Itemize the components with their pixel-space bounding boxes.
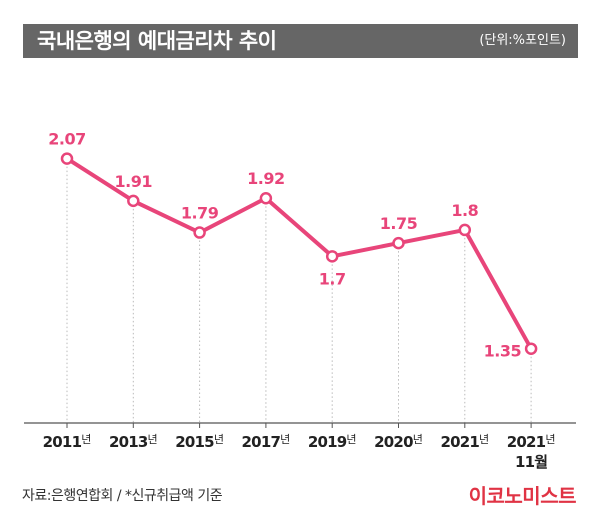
- data-points: [60, 152, 538, 355]
- data-point: [193, 226, 206, 239]
- data-label: 1.7: [319, 269, 346, 288]
- data-label: 1.91: [115, 172, 153, 191]
- data-label: 1.92: [247, 169, 284, 188]
- x-tick-label: 2019년: [308, 433, 357, 451]
- data-label: 1.75: [380, 214, 418, 233]
- data-labels: 2.07 1.91 1.79 1.92 1.7 1.75 1.8 1.35: [48, 130, 522, 361]
- data-point: [392, 236, 405, 250]
- data-point: [127, 194, 140, 208]
- x-tick-label: 2020년: [374, 433, 423, 451]
- grid-lines: [66, 158, 532, 423]
- x-tick-label: 2011년: [43, 433, 92, 451]
- data-label: 1.8: [451, 201, 478, 220]
- data-point: [458, 223, 472, 237]
- data-label: 1.35: [484, 342, 522, 361]
- source-note: 자료:은행연합회 / *신규취급액 기준: [22, 488, 223, 504]
- data-point: [325, 250, 339, 263]
- chart-title: 국내은행의 예대금리차 추이: [37, 29, 277, 53]
- x-tick-label-line2: 11월: [515, 453, 547, 471]
- x-tick-label: 2021년: [507, 433, 556, 451]
- x-tick-label: 2013년: [109, 433, 158, 451]
- data-point: [524, 342, 538, 355]
- data-label: 2.07: [48, 130, 85, 149]
- series-line: [65, 156, 534, 351]
- x-tick-label: 2021년: [440, 433, 489, 451]
- x-axis-ticks: 2011년 2013년 2015년 2017년 2019년 2020년 2021년 2021년…: [43, 423, 556, 471]
- data-label: 1.79: [181, 204, 219, 223]
- x-tick-label: 2017년: [242, 433, 291, 451]
- publisher-logo: 이코노미스트: [468, 484, 577, 508]
- data-point: [259, 191, 273, 205]
- data-point: [60, 152, 74, 165]
- chart-unit-label: (단위:%포인트): [479, 33, 566, 48]
- chart-header: 국내은행의 예대금리차 추이 (단위:%포인트): [23, 24, 578, 58]
- x-tick-label: 2015년: [175, 433, 224, 451]
